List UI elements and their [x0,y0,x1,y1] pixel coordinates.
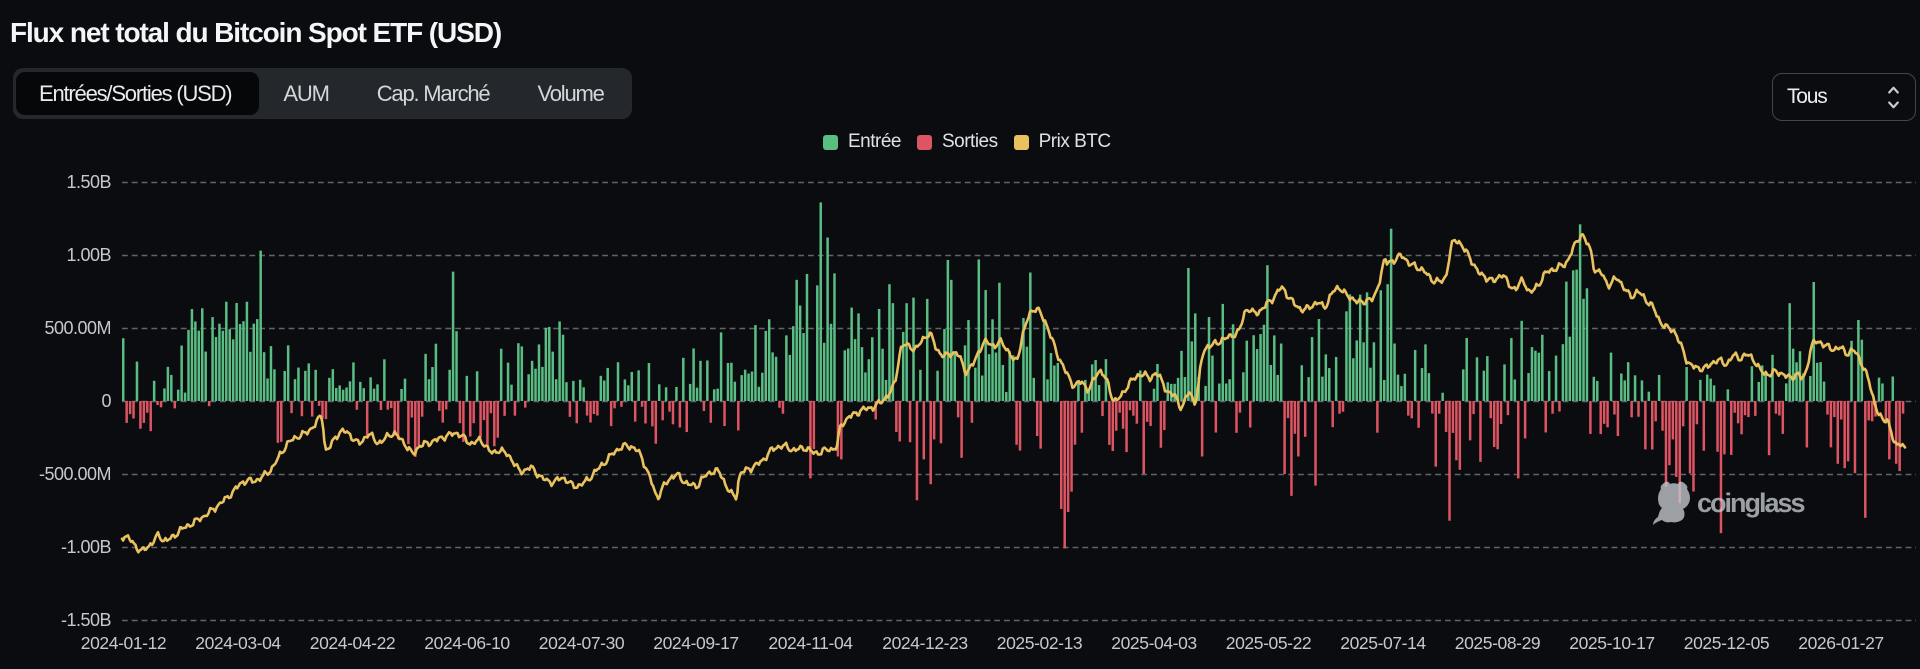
svg-text:2025-02-13: 2025-02-13 [997,633,1083,653]
svg-text:2024-06-10: 2024-06-10 [424,633,510,653]
svg-text:-1.50B: -1.50B [61,610,112,630]
svg-text:2025-12-05: 2025-12-05 [1684,633,1770,653]
svg-text:0: 0 [101,391,111,411]
svg-text:500.00M: 500.00M [44,318,111,338]
svg-text:2024-01-12: 2024-01-12 [81,633,167,653]
svg-text:1.00B: 1.00B [66,245,111,265]
svg-text:2024-07-30: 2024-07-30 [539,633,625,653]
svg-text:2025-10-17: 2025-10-17 [1569,633,1655,653]
svg-text:1.50B: 1.50B [66,172,111,192]
svg-text:2025-04-03: 2025-04-03 [1111,633,1197,653]
svg-text:-1.00B: -1.00B [61,537,112,557]
svg-text:-500.00M: -500.00M [39,464,111,484]
svg-text:2024-09-17: 2024-09-17 [653,633,739,653]
svg-text:coinglass: coinglass [1697,488,1805,518]
svg-text:2026-01-27: 2026-01-27 [1798,633,1884,653]
svg-text:2024-04-22: 2024-04-22 [310,633,396,653]
svg-text:2024-11-04: 2024-11-04 [768,633,853,653]
svg-text:2025-07-14: 2025-07-14 [1340,633,1426,653]
svg-text:2024-12-23: 2024-12-23 [882,633,968,653]
svg-text:2024-03-04: 2024-03-04 [195,633,281,653]
svg-text:2025-08-29: 2025-08-29 [1455,633,1541,653]
svg-text:2025-05-22: 2025-05-22 [1226,633,1312,653]
